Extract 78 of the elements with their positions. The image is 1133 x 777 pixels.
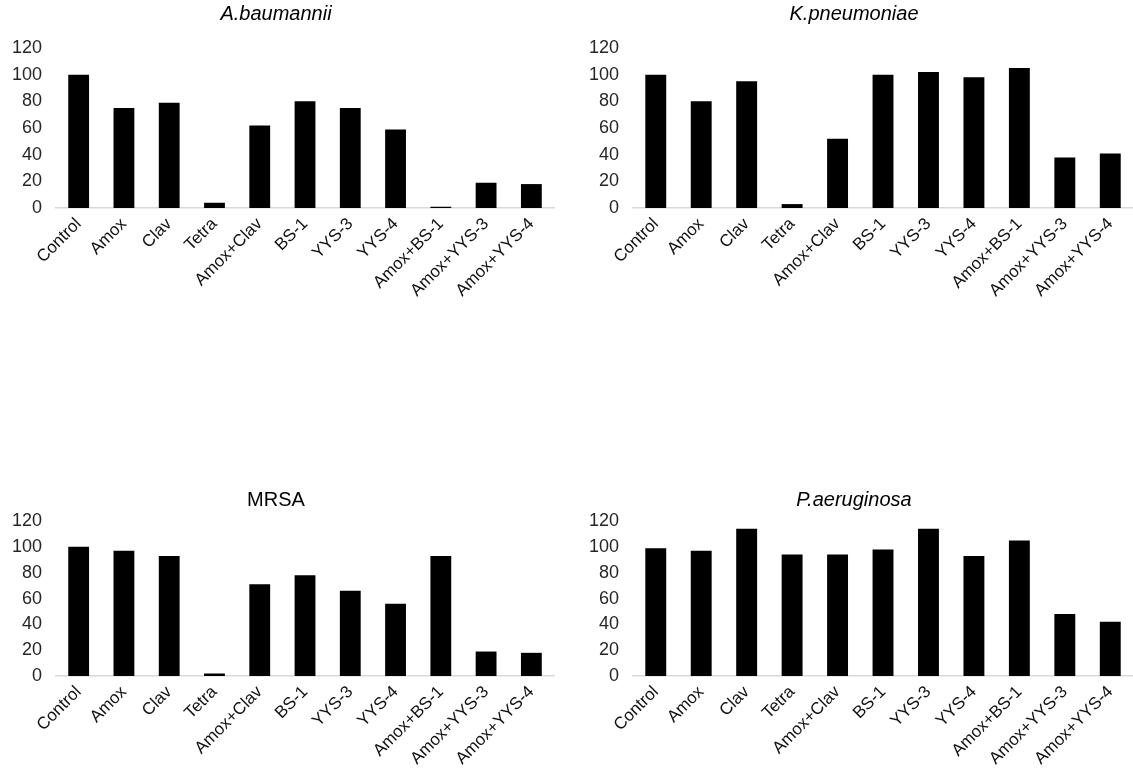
- bar: [385, 129, 406, 209]
- bar: [339, 590, 361, 677]
- bar: [918, 528, 939, 677]
- y-tick-label: 0: [32, 197, 43, 218]
- bar: [781, 554, 803, 677]
- chart-title: K.pneumoniae: [789, 1, 919, 24]
- bar: [249, 125, 271, 209]
- x-tick-label: Clav: [137, 681, 176, 720]
- y-tick-label: 20: [22, 170, 43, 191]
- y-tick-label: 40: [599, 613, 620, 634]
- bar: [918, 72, 939, 209]
- y-tick-label: 80: [22, 90, 43, 111]
- bar: [1008, 68, 1030, 209]
- bar: [872, 549, 894, 677]
- y-tick-label: 0: [609, 197, 620, 218]
- y-tick-label: 80: [599, 90, 620, 111]
- bar: [68, 546, 90, 677]
- x-tick-label: Clav: [715, 213, 754, 252]
- bar: [113, 550, 135, 677]
- bar: [690, 550, 712, 677]
- y-tick-label: 20: [599, 639, 620, 660]
- y-tick-label: 100: [11, 535, 43, 556]
- chart-title: A.baumannii: [219, 1, 333, 24]
- y-tick-label: 80: [599, 561, 620, 582]
- y-tick-label: 100: [11, 63, 43, 84]
- bar: [1054, 157, 1076, 209]
- bar: [736, 528, 758, 677]
- y-tick-label: 60: [22, 117, 43, 138]
- y-tick-label: 40: [22, 613, 43, 634]
- bar: [385, 603, 406, 677]
- bar: [872, 74, 894, 209]
- bar: [339, 108, 361, 209]
- y-tick-label: 120: [588, 36, 620, 57]
- y-tick-label: 60: [22, 587, 43, 608]
- bar: [430, 555, 452, 677]
- bar: [158, 555, 180, 677]
- bar: [475, 651, 497, 677]
- bar: [68, 74, 90, 209]
- chart-title: P.aeruginosa: [796, 487, 912, 510]
- y-tick-label: 120: [588, 509, 620, 530]
- y-tick-label: 80: [22, 561, 43, 582]
- bar: [204, 202, 225, 209]
- y-tick-label: 60: [599, 117, 620, 138]
- bar: [827, 554, 849, 677]
- bar: [113, 108, 135, 209]
- x-tick-label: Clav: [137, 213, 176, 252]
- bar: [294, 575, 316, 677]
- bar: [827, 138, 849, 209]
- bar: [781, 204, 803, 209]
- bar: [158, 102, 180, 209]
- y-tick-label: 100: [588, 63, 620, 84]
- bar: [520, 652, 542, 677]
- y-tick-label: 40: [599, 143, 620, 164]
- y-tick-label: 40: [22, 143, 43, 164]
- y-tick-label: 120: [11, 509, 43, 530]
- bar: [475, 182, 497, 209]
- y-tick-label: 20: [599, 170, 620, 191]
- y-tick-label: 20: [22, 639, 43, 660]
- bar: [1099, 153, 1121, 209]
- bar: [520, 184, 542, 209]
- y-tick-label: 100: [588, 535, 620, 556]
- bar: [690, 101, 712, 209]
- bar: [294, 101, 316, 209]
- y-tick-label: 60: [599, 587, 620, 608]
- bar: [249, 584, 271, 677]
- bar: [736, 81, 758, 209]
- x-tick-label: Clav: [715, 681, 754, 720]
- bar: [963, 77, 985, 209]
- bar: [1099, 621, 1121, 677]
- y-tick-label: 0: [609, 665, 620, 686]
- chart-title: MRSA: [247, 487, 306, 510]
- bar: [963, 555, 985, 677]
- y-tick-label: 120: [11, 36, 43, 57]
- y-tick-label: 0: [32, 665, 43, 686]
- bar: [645, 548, 667, 677]
- bar: [1054, 614, 1076, 677]
- bar: [1008, 540, 1030, 677]
- bar: [645, 74, 667, 209]
